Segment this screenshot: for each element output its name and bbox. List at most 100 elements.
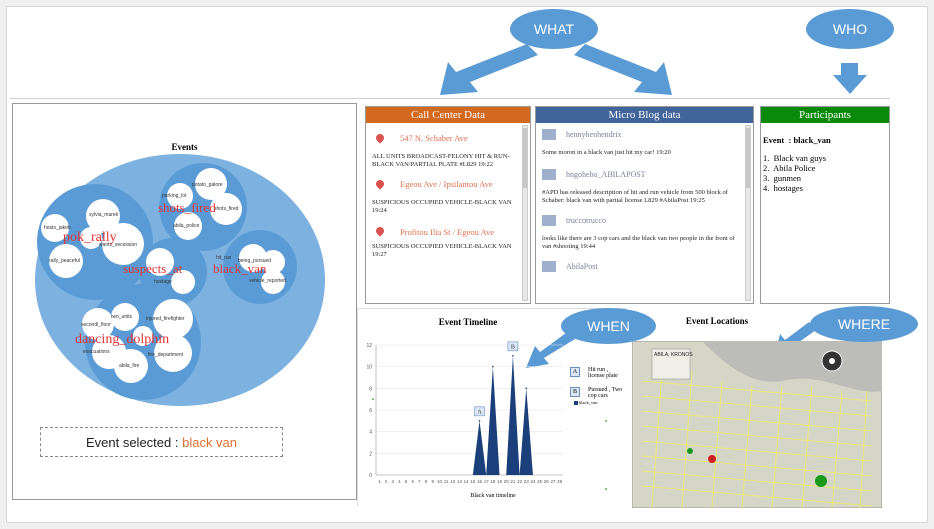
x-tick-label: 11 [444,479,449,484]
y-tick-label: 2 [369,451,372,457]
blog-post[interactable]: AbilaPost [536,261,741,272]
bubble-node [153,299,193,339]
bubble-node [195,168,227,200]
y-tick-label: 0 [369,473,372,479]
arrow-down-icon [833,63,867,94]
member-label: rally_peaceful [49,258,80,264]
x-tick-label: 16 [477,479,483,484]
call-center-panel: Call Center Data 547 N. Schaber Ave ALL … [365,106,531,304]
arrow-group [440,44,867,368]
blog-post[interactable]: truccotrucco looks like there are 3 cop … [536,215,741,251]
bubble-node [133,326,153,346]
data-point [525,387,528,390]
bubble-node [261,270,285,294]
x-tick-label: 6 [411,479,414,484]
blog-post[interactable]: hennyhenhendrix Some moron in a black va… [536,129,741,157]
participants-panel: Participants Event : black_van 1. Black … [760,106,890,304]
x-tick-label: 21 [510,479,516,484]
participant-item: 1. Black van guys [763,153,827,163]
call-entry[interactable]: Egeou Ave / Ipsilantou Ave SUSPICIOUS OC… [366,178,518,215]
user-avatar-icon [542,261,556,272]
divider-line [10,98,890,99]
member-label: shots_fired [214,206,239,212]
member-label: potato_galore [192,182,223,188]
cluster-label-suspects-at: suspects_at [123,261,183,276]
blog-post[interactable]: hngohebo_ABILAPOST #APD has released des… [536,169,741,205]
compass-center-icon [829,358,835,364]
x-tick-label: 12 [450,479,456,484]
member-label: wants_secession [99,242,138,248]
micro-blog-scrollbar[interactable] [745,125,751,301]
map-title: ABILA, KRONOS [654,352,693,358]
blog-message: looks like there are 3 cop cars and the … [542,235,735,250]
legend-marker-b: B [570,387,580,397]
call-address: Egeou Ave / Ipsilantou Ave [400,179,493,189]
who-oval: WHO [806,9,894,49]
call-center-scrollbar[interactable] [522,125,528,301]
map-streets [641,370,873,508]
member-label: abila_fire [119,363,140,369]
bubble-node [261,250,285,274]
x-tick-label: 8 [425,479,428,484]
call-entry[interactable]: Profitou Ilia St / Egeou Ave SUSPICIOUS … [366,225,518,259]
legend-swatch-black-van [574,400,578,405]
bubble-node [210,193,242,225]
locations-panel: Event Locations ABILA, KRONOS [627,308,890,508]
call-center-title: Call Center Data [366,107,530,123]
member-label: hostage [154,279,172,285]
marker-a-label: A [477,409,482,415]
blog-user: hngohebo_ABILAPOST [566,170,646,179]
bubble-node [41,214,69,242]
blog-user: truccotrucco [566,216,606,225]
where-oval: WHERE [810,306,918,342]
bubble-node [114,349,148,383]
events-panel: Events sylvia_marek hosts_j [12,103,357,500]
x-tick-label: 24 [530,479,536,484]
x-tick-label: 27 [550,479,556,484]
x-tick-label: 18 [490,479,496,484]
legend-text-a: Hit run , license plate [588,367,618,379]
bubble-node [82,308,114,340]
participant-item: 2. Abila Police [763,163,816,173]
cluster-label-dancing-dolphin: dancing_dolphin [75,332,170,347]
member-label: hit_run [216,255,232,261]
micro-blog-panel: Micro Blog data hennyhenhendrix Some mor… [535,106,754,304]
marker-b-box [507,341,519,352]
call-address: Profitou Ilia St / Egeou Ave [400,227,495,237]
y-tick-label: 10 [366,365,372,371]
bubble-node [102,223,144,265]
user-avatar-icon [542,169,556,180]
what-oval: WHAT [510,9,598,49]
participant-item: 3. gunmen [763,173,802,183]
legend-text-b: Pursued , Two cop cars [588,387,623,399]
event-selected-prefix: Event selected : [85,434,183,450]
map-marker-green-small [687,448,693,454]
marker-b-label: B [511,344,515,350]
x-tick-label: 17 [484,479,490,484]
call-entry[interactable]: 547 N. Schaber Ave ALL UNITS BROADCAST-F… [366,132,518,169]
x-tick-label: 13 [457,479,463,484]
map-pin-icon [374,132,386,144]
bubble-node [86,199,120,233]
bubble-node [167,183,193,209]
member-label: secondi_floor [81,322,111,328]
cluster-label-shots-fired: shots_fired [158,200,216,215]
call-text: SUSPICIOUS OCCUPIED VEHICLE-BLACK VAN 19… [372,243,512,258]
map-title-box [651,348,691,380]
bubble-node [154,334,192,372]
decor-dot [605,488,607,490]
legend-marker-a: A [570,367,580,377]
bubble-node [174,212,202,240]
y-tick-label: 4 [369,430,372,436]
abila-map: ABILA, KRONOS [632,341,882,508]
x-tick-label: 28 [557,479,563,484]
participant-item: 4. hostages [763,183,803,193]
member-label: vehicle_reported [249,278,286,284]
x-tick-label: 3 [391,479,394,484]
data-point [492,365,494,368]
x-tick-label: 5 [405,479,408,484]
call-address: 547 N. Schaber Ave [400,133,468,143]
call-center-entries: 547 N. Schaber Ave ALL UNITS BROADCAST-F… [366,132,530,259]
x-tick-label: 10 [437,479,443,484]
timeline-title: Event Timeline [438,317,498,327]
